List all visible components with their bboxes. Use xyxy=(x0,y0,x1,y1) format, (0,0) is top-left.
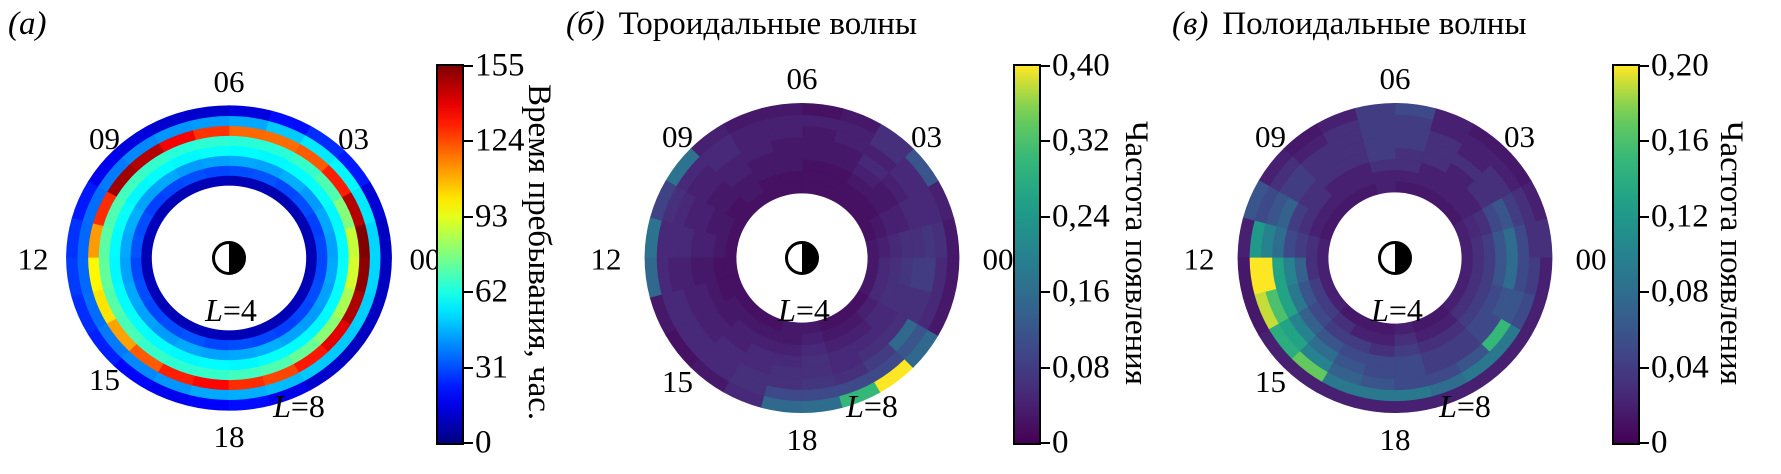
l-outer-label: L=8 xyxy=(845,388,898,424)
colorbar-tick-label: 155 xyxy=(475,47,525,84)
panel-c-tag: (в) xyxy=(1172,6,1209,42)
colorbar-tick-label: 124 xyxy=(475,122,525,159)
mlt-label-12: 12 xyxy=(591,242,622,277)
dial-(а) xyxy=(66,105,392,411)
earth-dayside xyxy=(1379,242,1395,274)
mlt-label-00: 00 xyxy=(983,242,1014,277)
mlt-label-12: 12 xyxy=(1184,242,1215,277)
colorbar-tick-label: 0,20 xyxy=(1651,47,1709,84)
colorbar-gradient xyxy=(1013,64,1041,445)
colorbar-label-c: Частота появления xyxy=(1713,120,1749,385)
mlt-label-12: 12 xyxy=(18,242,49,277)
colorbar-tick xyxy=(1640,215,1649,218)
panel-c-title: (в) Полоидальные волны xyxy=(1172,6,1527,43)
heatmap-cell xyxy=(942,257,960,299)
colorbar-tick xyxy=(1041,442,1050,444)
colorbar-tick-label: 0,16 xyxy=(1052,273,1110,310)
mlt-label-15: 15 xyxy=(1255,364,1286,399)
l-outer-label: L=8 xyxy=(1438,388,1491,424)
mlt-label-09: 09 xyxy=(1255,119,1286,154)
heatmap-cell xyxy=(1535,257,1553,299)
colorbar-tick xyxy=(464,442,473,444)
mlt-label-18: 18 xyxy=(214,419,245,454)
colorbar-tick xyxy=(464,215,473,218)
colorbar-tick-label: 0,40 xyxy=(1052,47,1110,84)
mlt-label-03: 03 xyxy=(1504,119,1535,154)
mlt-label-18: 18 xyxy=(1380,422,1411,457)
mlt-label-18: 18 xyxy=(787,422,818,457)
l-outer-label: L=8 xyxy=(272,388,325,424)
colorbar-tick xyxy=(1640,366,1649,369)
mlt-label-15: 15 xyxy=(89,362,120,397)
colorbar-tick-label: 0 xyxy=(1052,424,1069,461)
colorbar-tick xyxy=(1640,65,1649,67)
dial-(б) xyxy=(644,102,960,414)
colorbar-tick xyxy=(1640,291,1649,294)
earth-nightside xyxy=(1395,242,1411,274)
colorbar-tick-label: 0,12 xyxy=(1651,198,1709,235)
l-inner-label: L=4 xyxy=(204,292,257,328)
mlt-label-09: 09 xyxy=(89,121,120,156)
colorbar-tick-label: 0,32 xyxy=(1052,122,1110,159)
earth-icon xyxy=(1378,241,1412,275)
colorbar-tick xyxy=(1041,366,1050,369)
colorbar-tick-label: 93 xyxy=(475,198,508,235)
colorbar-tick xyxy=(464,140,473,143)
colorbar-tick xyxy=(464,65,473,67)
earth-nightside xyxy=(229,242,245,274)
earth-icon xyxy=(785,241,819,275)
mlt-label-06: 06 xyxy=(1380,61,1411,96)
colorbar-gradient xyxy=(1612,64,1640,445)
colorbar-label-a: Время пребывания, час. xyxy=(521,84,557,421)
colorbar-tick xyxy=(1041,140,1050,143)
earth-dayside xyxy=(786,242,802,274)
colorbar-tick-label: 0,08 xyxy=(1651,273,1709,310)
colorbar-tick-label: 0,08 xyxy=(1052,349,1110,386)
panel-a-title: (а) xyxy=(8,6,60,43)
colorbar-tick-label: 31 xyxy=(475,349,508,386)
earth-nightside xyxy=(802,242,818,274)
colorbar-tick xyxy=(1041,65,1050,67)
colorbar-tick-label: 0,04 xyxy=(1651,349,1709,386)
colorbar-tick-label: 0 xyxy=(1651,424,1668,461)
colorbar-label-b: Частота появления xyxy=(1118,120,1154,385)
mlt-label-00: 00 xyxy=(410,242,441,277)
mlt-label-09: 09 xyxy=(662,119,693,154)
panel-c-title-text: Полоидальные волны xyxy=(1222,6,1527,42)
colorbar-tick-label: 0 xyxy=(475,424,492,461)
colorbar-tick xyxy=(464,291,473,294)
mlt-label-03: 03 xyxy=(338,121,369,156)
colorbar-tick xyxy=(1041,291,1050,294)
colorbar-tick-label: 0,16 xyxy=(1651,122,1709,159)
mlt-label-06: 06 xyxy=(787,61,818,96)
colorbar-gradient xyxy=(436,64,464,445)
l-inner-label: L=4 xyxy=(777,292,830,328)
mlt-label-00: 00 xyxy=(1576,242,1607,277)
panel-a-tag: (а) xyxy=(8,6,47,42)
heatmap-cell xyxy=(375,257,392,298)
panel-b-tag: (б) xyxy=(566,6,605,42)
colorbar-tick xyxy=(1041,215,1050,218)
colorbar-tick xyxy=(464,366,473,369)
dial-(в) xyxy=(1237,102,1553,414)
colorbar-tick-label: 0,24 xyxy=(1052,198,1110,235)
earth-icon xyxy=(212,241,246,275)
panel-b-title: (б) Тороидальные волны xyxy=(566,6,917,43)
colorbar-tick xyxy=(1640,442,1649,444)
colorbar-tick-label: 62 xyxy=(475,273,508,310)
panel-b-title-text: Тороидальные волны xyxy=(618,6,918,42)
colorbar-tick xyxy=(1640,140,1649,143)
mlt-label-06: 06 xyxy=(214,64,245,99)
mlt-label-15: 15 xyxy=(662,364,693,399)
l-inner-label: L=4 xyxy=(1370,292,1423,328)
earth-dayside xyxy=(213,242,229,274)
mlt-label-03: 03 xyxy=(911,119,942,154)
